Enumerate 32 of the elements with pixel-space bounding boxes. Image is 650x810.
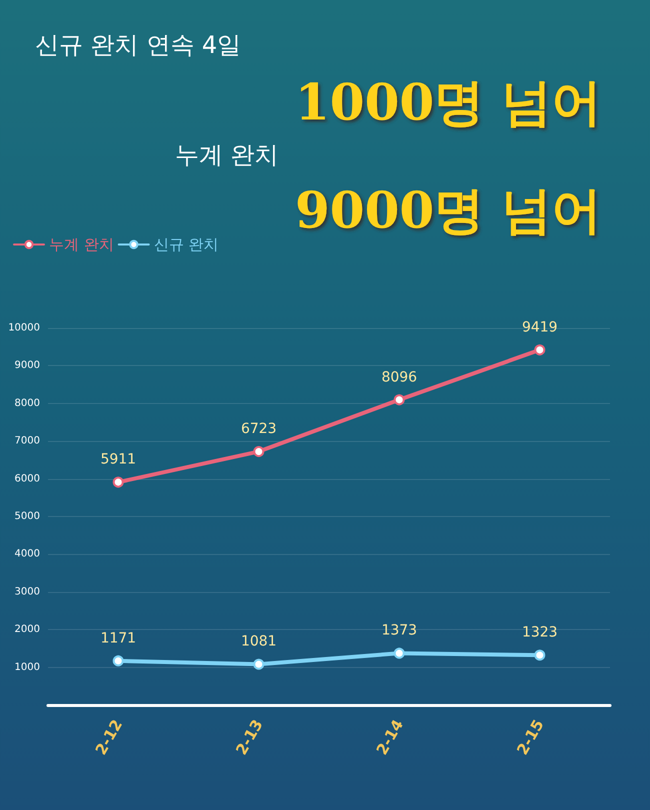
point <box>112 476 124 488</box>
chart-subtitle: 1000명 넘어 <box>295 72 602 132</box>
data-label: 1081 <box>240 634 277 650</box>
y-tick-label: 9000 <box>14 360 40 372</box>
legend-label: 신규 완치 <box>154 236 219 254</box>
point <box>394 648 405 659</box>
point <box>534 650 546 661</box>
data-label: 6723 <box>240 421 277 438</box>
point <box>112 655 124 666</box>
data-label: 5911 <box>100 452 136 468</box>
y-tick-label: 10000 <box>8 322 40 334</box>
chart-title: 신규 완치 연속 4일 <box>35 31 242 59</box>
point <box>253 446 264 458</box>
y-tick-label: 7000 <box>14 436 40 447</box>
data-label: 1323 <box>522 624 558 641</box>
point <box>253 658 264 670</box>
data-label: 1373 <box>381 622 418 639</box>
y-tick-label: 3000 <box>14 586 40 598</box>
y-tick-label: 4000 <box>14 548 40 560</box>
text: 누계 완치 <box>175 141 279 169</box>
data-label: 9419 <box>522 319 558 336</box>
y-tick-label: 6000 <box>14 473 40 484</box>
data-label: 8096 <box>381 369 418 386</box>
data-label: 1171 <box>100 630 136 646</box>
y-tick-label: 2000 <box>14 624 40 636</box>
text: 9000명 넘어 <box>295 180 602 240</box>
y-tick-label: 1000 <box>14 662 40 673</box>
point <box>394 394 405 406</box>
point <box>534 344 546 356</box>
y-tick-label: 5000 <box>14 511 40 522</box>
y-tick-label: 8000 <box>14 398 40 409</box>
legend-label: 누계 완치 <box>49 236 114 254</box>
